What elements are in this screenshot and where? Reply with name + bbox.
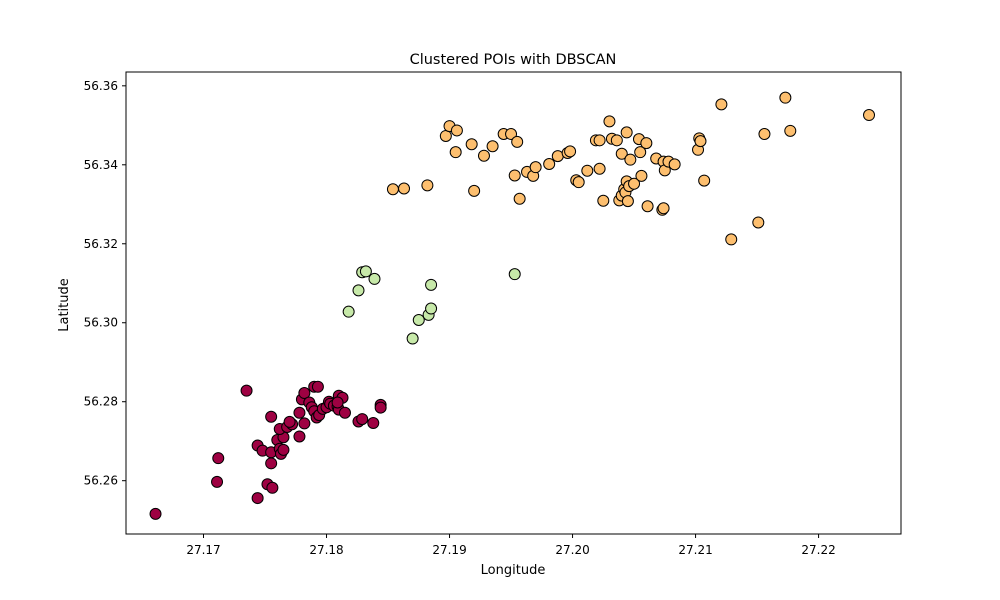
scatter-point-cluster-0	[283, 415, 296, 428]
scatter-point-cluster-0	[374, 401, 387, 414]
scatter-point-cluster-0	[240, 384, 253, 397]
data-points	[149, 91, 876, 520]
x-tick-label: 27.17	[186, 543, 220, 557]
scatter-point-cluster-0	[277, 443, 290, 456]
scatter-point-cluster-2	[752, 216, 765, 229]
scatter-point-cluster-2	[529, 161, 542, 174]
y-tick-label: 56.26	[84, 474, 118, 488]
y-tick-label: 56.32	[84, 237, 118, 251]
scatter-point-cluster-2	[581, 164, 594, 177]
scatter-point-cluster-0	[265, 410, 278, 423]
scatter-point-cluster-2	[593, 162, 606, 175]
y-tick-label: 56.36	[84, 79, 118, 93]
scatter-point-cluster-2	[477, 149, 490, 162]
scatter-point-cluster-1	[425, 302, 438, 315]
scatter-point-cluster-1	[508, 268, 521, 281]
scatter-point-cluster-2	[694, 135, 707, 148]
scatter-point-cluster-2	[657, 202, 670, 215]
scatter-point-cluster-2	[610, 134, 623, 147]
scatter-point-cluster-1	[359, 265, 372, 278]
scatter-point-cluster-2	[620, 126, 633, 139]
scatter-point-cluster-2	[421, 179, 434, 192]
scatter-point-cluster-0	[356, 413, 369, 426]
scatter-point-cluster-2	[863, 109, 876, 122]
scatter-point-cluster-0	[251, 492, 264, 505]
x-tick-label: 27.20	[555, 543, 589, 557]
scatter-point-cluster-2	[784, 124, 797, 137]
scatter-point-cluster-2	[386, 183, 399, 196]
scatter-point-cluster-2	[564, 145, 577, 158]
scatter-point-cluster-1	[425, 278, 438, 291]
scatter-point-cluster-2	[439, 129, 452, 142]
x-tick-label: 27.22	[801, 543, 835, 557]
scatter-point-cluster-0	[338, 406, 351, 419]
scatter-point-cluster-0	[212, 452, 225, 465]
scatter-point-cluster-2	[634, 146, 647, 159]
scatter-point-cluster-2	[641, 200, 654, 213]
scatter-point-cluster-2	[615, 147, 628, 160]
scatter-point-cluster-2	[597, 194, 610, 207]
y-axis-label: Latitude	[57, 278, 72, 332]
scatter-point-cluster-2	[668, 158, 681, 171]
scatter-point-cluster-2	[635, 169, 648, 182]
scatter-point-cluster-2	[486, 140, 499, 153]
scatter-point-cluster-2	[603, 115, 616, 128]
scatter-point-cluster-0	[331, 396, 344, 409]
scatter-point-cluster-1	[342, 305, 355, 318]
scatter-point-cluster-2	[628, 177, 641, 190]
scatter-point-cluster-0	[367, 417, 380, 430]
scatter-point-cluster-2	[543, 158, 556, 171]
scatter-point-cluster-1	[368, 272, 381, 285]
scatter-point-cluster-1	[352, 284, 365, 297]
scatter-point-cluster-0	[265, 457, 278, 470]
scatter-point-cluster-2	[572, 176, 585, 189]
scatter-point-cluster-0	[298, 417, 311, 430]
scatter-point-cluster-2	[621, 195, 634, 208]
scatter-point-cluster-2	[758, 127, 771, 140]
scatter-point-cluster-1	[406, 332, 419, 345]
scatter-point-cluster-2	[725, 233, 738, 246]
scatter-point-cluster-2	[593, 134, 606, 147]
scatter-point-cluster-2	[398, 182, 411, 195]
scatter-point-cluster-2	[640, 137, 653, 150]
x-tick-label: 27.19	[432, 543, 466, 557]
chart-title: Clustered POIs with DBSCAN	[410, 52, 617, 68]
scatter-point-cluster-0	[149, 507, 162, 520]
scatter-point-cluster-0	[293, 406, 306, 419]
scatter-point-cluster-2	[465, 138, 478, 151]
scatter-point-cluster-2	[468, 184, 481, 197]
scatter-point-cluster-2	[450, 124, 463, 137]
scatter-point-cluster-0	[211, 475, 224, 488]
plot-area-frame	[125, 71, 902, 535]
scatter-point-cluster-2	[449, 146, 462, 159]
x-tick-label: 27.18	[309, 543, 343, 557]
scatter-point-cluster-2	[513, 192, 526, 205]
scatter-point-cluster-2	[698, 174, 711, 187]
scatter-point-cluster-0	[311, 380, 324, 393]
x-axis-label: Longitude	[481, 563, 546, 578]
scatter-point-cluster-2	[551, 150, 564, 163]
y-tick-label: 56.34	[84, 158, 118, 172]
y-tick-label: 56.28	[84, 395, 118, 409]
scatter-point-cluster-1	[412, 313, 425, 326]
x-tick-label: 27.21	[678, 543, 712, 557]
scatter-point-cluster-2	[505, 127, 518, 140]
scatter-point-cluster-0	[293, 430, 306, 443]
scatter-point-cluster-2	[508, 169, 521, 182]
axis-ticks: 27.17 27.18 27.19 27.20 27.21 27.22 56.26 56.28…	[84, 79, 836, 557]
scatter-point-cluster-2	[624, 153, 637, 166]
y-tick-label: 56.30	[84, 316, 118, 330]
scatter-point-cluster-0	[298, 387, 311, 400]
scatter-point-cluster-0	[266, 481, 279, 494]
scatter-point-cluster-2	[511, 135, 524, 148]
scatter-point-cluster-2	[779, 91, 792, 104]
scatter-point-cluster-2	[715, 98, 728, 111]
